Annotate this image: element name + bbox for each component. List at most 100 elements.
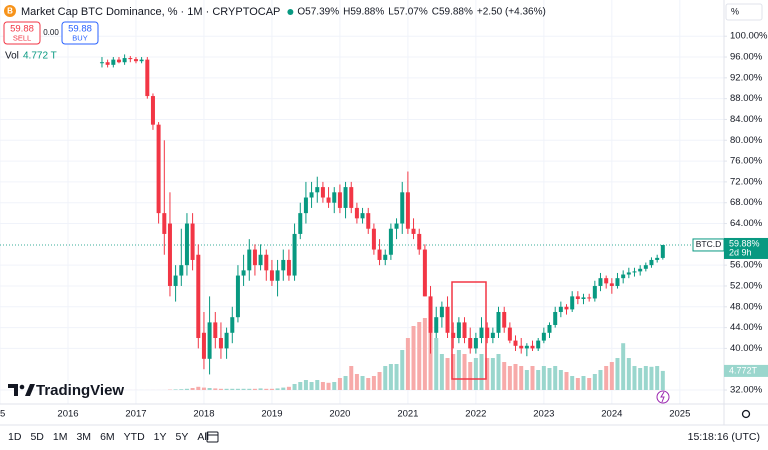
volume-bar [241,388,246,390]
volume-legend-value: 4.772 T [23,51,57,62]
range-button[interactable]: All [197,431,209,443]
buy-price: 59.88 [68,24,92,35]
volume-bar [190,388,195,390]
volume-bar [598,370,603,390]
flash-icon[interactable] [656,390,670,404]
candle-body [241,270,246,276]
ohlc-label: C [432,7,439,18]
range-button[interactable]: YTD [124,431,145,443]
volume-bar [434,338,439,390]
volume-bar [349,366,354,390]
candle-body [116,59,121,63]
candle-body [275,270,280,281]
candle-body [490,332,495,338]
candle-body [315,187,320,193]
candle-body [519,345,524,349]
candle-body [462,322,467,338]
candle-body [405,192,410,229]
candle-body [615,278,620,286]
x-tick-label: 2016 [57,409,78,420]
range-button[interactable]: 5D [30,431,44,443]
y-tick-label: 56.00% [730,260,763,271]
buy-button[interactable] [61,21,99,45]
volume-pane [99,318,665,390]
volume-bar [184,388,189,390]
volume-bar [360,376,365,390]
candle-body [581,297,586,299]
volume-bar [428,322,433,390]
volume-bar [479,354,484,390]
candle-body [235,275,240,318]
volume-bar [524,370,529,390]
candle-body [468,338,473,349]
candle-body [224,332,229,349]
volume-bar [643,366,648,390]
x-tick-label: 15 [0,409,5,420]
flash-glyph [660,391,665,403]
ohlc-legend: O 57.39% H 59.88% L 57.07% C 59.88% +2.50 (+4.36… [287,7,546,18]
range-button[interactable]: 5Y [176,431,189,443]
candle-body [536,340,541,349]
volume-bar [400,350,405,390]
calendar-icon[interactable] [206,431,219,443]
candle-body [343,187,348,208]
symbol-icon-glyph: B [7,7,13,16]
volume-bar [286,386,291,390]
candle-body [230,317,235,333]
candle-body [111,59,116,65]
clock: 15:18:16 (UTC) [688,431,760,443]
range-button[interactable]: 6M [100,431,115,443]
candle-body [451,332,456,338]
volume-bar [609,362,614,390]
sell-button[interactable] [3,21,41,45]
settings-icon[interactable] [741,409,751,419]
scale-mode: % [731,6,739,16]
volume-bar [326,382,331,390]
candle-body [609,283,614,286]
candle-body [575,296,580,299]
candle-body [604,278,609,284]
candle-body [184,223,189,266]
ohlc-value: 57.39% [305,7,339,18]
range-button[interactable]: 1M [53,431,68,443]
ohlc-label: H [343,7,350,18]
volume-bar [564,372,569,390]
volume-bar [462,354,467,390]
volume-bar [179,389,184,390]
volume-bar [485,358,490,390]
volume-bar [383,366,388,390]
annotation-rect[interactable] [451,281,487,380]
volume-bar [451,354,456,390]
range-button[interactable]: 1D [8,431,22,443]
candle-body [502,311,507,328]
candle-body [473,338,478,349]
volume-tag: 4.772T [729,365,758,375]
toolbar: 1D 5D 1M 3M 6M YTD 1Y 5Y All [8,431,209,443]
volume-bar [604,366,609,390]
range-button[interactable]: 1Y [154,431,167,443]
candle-body [286,259,291,276]
volume-bar [519,366,524,390]
chart-title: Market Cap BTC Dominance, % · 1M · CRYPT… [21,6,280,18]
candle-body [564,306,569,310]
volume-bar [649,366,654,390]
candle-body [128,58,133,60]
x-tick-label: 2020 [329,409,350,420]
volume-bar [207,388,212,390]
candle-body [541,332,546,341]
scale-mode-button[interactable] [725,3,763,21]
volume-bar [473,358,478,390]
candle-body [320,187,325,198]
volume-bar [247,388,252,390]
ohlc-label: O [297,7,305,18]
grid [0,0,724,404]
volume-bar [411,326,416,390]
volume-bar [394,364,399,390]
volume-bar [275,388,280,390]
candle-body [660,244,665,258]
range-button[interactable]: 3M [76,431,91,443]
candle-body [558,306,563,312]
y-tick-label: 44.00% [730,322,763,333]
y-tick-label: 84.00% [730,114,763,125]
volume-bar [258,388,263,390]
